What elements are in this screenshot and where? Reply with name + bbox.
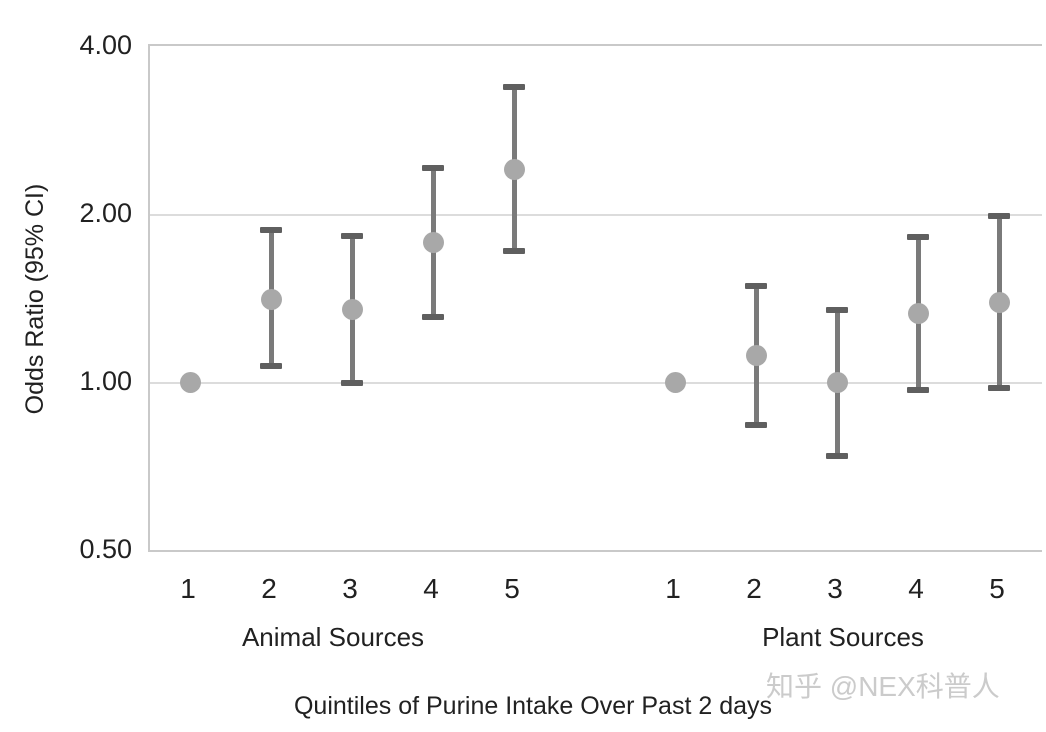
x-tick-label: 3 [342,573,358,604]
error-cap-bottom [341,379,363,386]
data-point-marker [907,303,929,325]
error-cap-bottom [745,421,767,428]
error-cap-bottom [907,387,929,394]
error-cap-top [341,233,363,240]
error-cap-top [988,212,1010,219]
error-cap-bottom [422,314,444,321]
x-tick-label: 2 [746,573,762,604]
y-tick-label: 1.00 [79,365,132,396]
data-point-marker [664,372,686,394]
data-point-marker [260,288,282,310]
gridline [150,213,1042,216]
error-cap-top [260,226,282,233]
error-cap-bottom [503,248,525,255]
plot-area [148,44,1042,552]
error-cap-top [826,306,848,313]
data-point-marker [179,372,201,394]
error-cap-bottom [260,363,282,370]
data-point-marker [826,372,848,394]
x-axis-title: Quintiles of Purine Intake Over Past 2 d… [293,692,772,720]
error-cap-top [503,84,525,91]
data-point-marker [341,299,363,321]
y-tick-label: 2.00 [79,197,132,228]
watermark-text: 知乎 @NEX科普人 [766,671,1000,702]
data-point-marker [503,158,525,180]
x-tick-label: 4 [423,573,439,604]
group-label: Plant Sources [762,622,924,652]
x-tick-label: 3 [827,573,843,604]
x-tick-label: 2 [261,573,277,604]
x-tick-label: 1 [665,573,681,604]
data-point-marker [988,292,1010,314]
data-point-marker [745,344,767,366]
error-cap-top [745,282,767,289]
data-point-marker [422,232,444,254]
x-tick-label: 5 [504,573,520,604]
x-tick-label: 4 [908,573,924,604]
error-cap-top [422,165,444,172]
error-cap-bottom [826,452,848,459]
group-label: Animal Sources [241,622,425,652]
x-tick-label: 5 [989,573,1005,604]
error-cap-bottom [988,384,1010,391]
y-axis-title: Odds Ratio (95% CI) [21,183,49,415]
y-tick-label: 0.50 [79,533,132,564]
x-tick-label: 1 [180,573,196,604]
y-tick-label: 4.00 [79,29,132,60]
error-cap-top [907,234,929,241]
gridline [150,381,1042,384]
